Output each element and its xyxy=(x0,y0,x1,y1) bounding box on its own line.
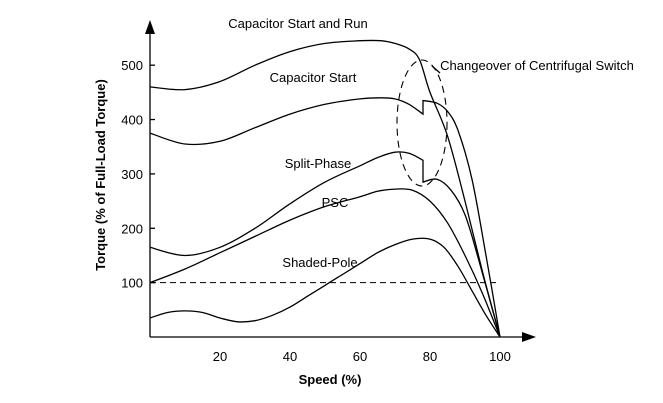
x-tick-label: 100 xyxy=(489,349,511,364)
x-axis-title: Speed (%) xyxy=(299,372,362,387)
y-tick-label: 400 xyxy=(121,113,143,128)
series-label-shaded-pole: Shaded-Pole xyxy=(282,255,357,270)
series-line-capacitor-start-and-run xyxy=(149,39,501,338)
series-line-capacitor-start xyxy=(149,97,501,338)
series-line-psc xyxy=(149,188,501,338)
series-label-capacitor-start: Capacitor Start xyxy=(270,70,357,85)
series-label-split-phase: Split-Phase xyxy=(285,156,351,171)
y-axis-arrowhead xyxy=(145,20,155,34)
y-tick-label: 500 xyxy=(121,58,143,73)
y-tick-label: 300 xyxy=(121,167,143,182)
annotation-leader-line xyxy=(431,65,441,74)
series-line-shaded-pole xyxy=(149,237,501,338)
y-tick-label: 200 xyxy=(121,221,143,236)
x-tick-label: 20 xyxy=(213,349,227,364)
y-axis-title: Torque (% of Full-Load Torque) xyxy=(93,79,108,271)
x-tick-label: 60 xyxy=(353,349,367,364)
centrifugal-switch-ellipse xyxy=(396,59,448,187)
x-axis-arrowhead xyxy=(522,332,536,342)
x-tick-label: 80 xyxy=(423,349,437,364)
y-tick-label: 100 xyxy=(121,276,143,291)
plot-area: 100 200 300 400 500 20 40 60 80 100 xyxy=(121,20,536,364)
series-label-capacitor-start-and-run: Capacitor Start and Run xyxy=(228,16,367,31)
x-tick-label: 40 xyxy=(283,349,297,364)
series-line-split-phase xyxy=(149,151,501,338)
annotation-centrifugal-switch: Changeover of Centrifugal Switch xyxy=(440,58,634,73)
series-label-psc: PSC xyxy=(322,195,349,210)
